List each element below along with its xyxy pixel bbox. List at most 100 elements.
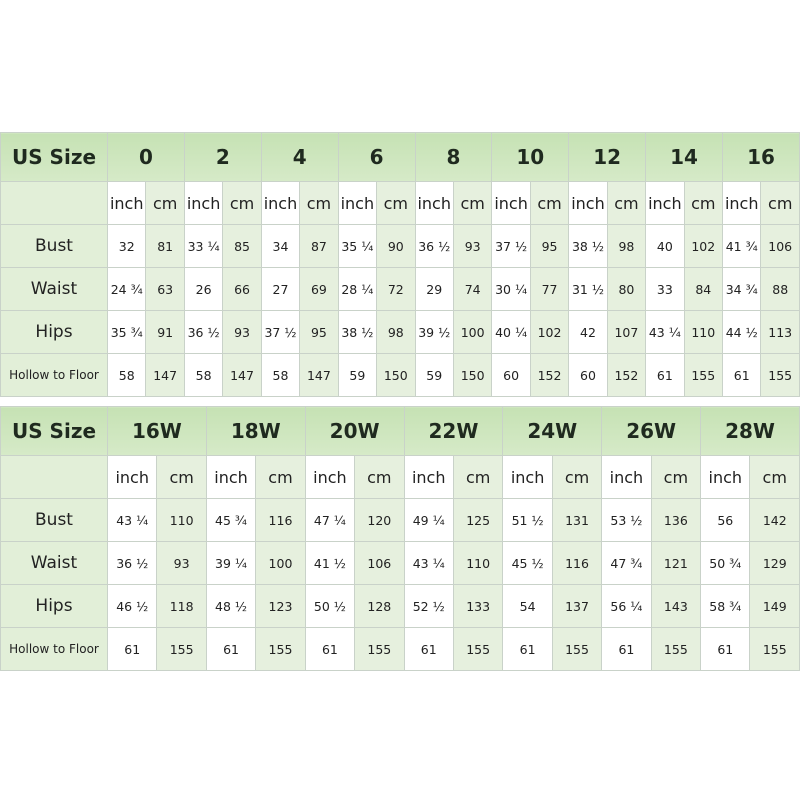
value-inch: 30 ¼ [491,267,531,311]
table-row-hollow: Hollow to Floor 61 155 61 155 61 155 61 155 61 155… [0,627,800,671]
value-cm: 100 [452,310,493,354]
value-cm: 128 [354,584,405,628]
value-inch: 37 ½ [260,310,301,354]
unit-row: inch cm inch cm inch cm inch cm inch cm inch cm inch… [0,455,800,499]
value-cm: 91 [145,310,185,354]
value-inch: 34 ¾ [721,267,762,311]
value-cm: 116 [255,498,306,542]
value-inch: 24 ¾ [106,267,147,311]
value-cm: 137 [551,584,603,628]
table-row-hollow: Hollow to Floor 58 147 58 147 58 147 59 150 59 150… [0,353,800,397]
value-cm: 102 [529,310,570,354]
unit-inch: inch [106,181,147,225]
unit-inch: inch [721,181,762,225]
value-cm: 95 [299,310,339,354]
size-header: 16W [107,406,207,456]
unit-inch: inch [403,455,454,499]
unit-inch: inch [568,181,608,225]
unit-row-label [0,181,108,225]
unit-inch: inch [260,181,301,225]
unit-inch: inch [491,181,531,225]
value-inch: 61 [502,627,553,671]
unit-cm: cm [156,455,207,499]
row-label-hollow: Hollow to Floor [0,627,108,671]
value-cm: 100 [255,541,306,585]
value-cm: 155 [156,627,207,671]
value-inch: 52 ½ [403,584,454,628]
value-cm: 84 [683,267,724,311]
value-cm: 63 [145,267,185,311]
table-row-bust: Bust 32 81 33 ¼ 85 34 87 35 ¼ 90 36 ½ 93 37 ½ 95 38 ½… [0,224,800,268]
value-inch: 32 [106,224,147,268]
value-inch: 28 ¼ [337,267,378,311]
unit-cm: cm [650,455,702,499]
value-inch: 43 ¼ [645,310,685,354]
value-cm: 88 [760,267,800,311]
unit-cm: cm [255,455,306,499]
unit-cm: cm [749,455,800,499]
value-cm: 147 [145,353,185,397]
size-header: 24W [502,406,603,456]
table-row-bust: Bust 43 ¼ 110 45 ¾ 116 47 ¼ 120 49 ¼ 125 51 ½ 131 5… [0,498,800,542]
table-row-waist: Waist 36 ½ 93 39 ¼ 100 41 ½ 106 43 ¼ 110 45 ½ 116 4… [0,541,800,585]
unit-cm: cm [452,181,493,225]
value-inch: 33 ¼ [183,224,224,268]
value-inch: 61 [403,627,454,671]
value-inch: 41 ½ [304,541,356,585]
size-header: 26W [601,406,702,456]
row-label-waist: Waist [0,541,108,585]
value-inch: 48 ½ [205,584,257,628]
value-cm: 152 [529,353,570,397]
row-label-hips: Hips [0,310,108,354]
size-header: 18W [205,406,306,456]
value-inch: 42 [568,310,608,354]
value-cm: 129 [749,541,800,585]
size-header-row: US Size 0 2 4 6 8 10 12 14 16 [0,132,800,182]
value-inch: 49 ¼ [403,498,454,542]
value-inch: 58 ¾ [700,584,751,628]
value-inch: 29 [414,267,454,311]
value-cm: 116 [551,541,603,585]
unit-cm: cm [376,181,416,225]
value-cm: 133 [452,584,504,628]
size-chart-plus: US Size 16W 18W 20W 22W 24W 26W 28W inch cm inch cm… [0,406,800,671]
size-header: 14 [645,132,723,182]
value-inch: 61 [205,627,257,671]
unit-row-label [0,455,108,499]
us-size-label: US Size [0,132,108,182]
value-cm: 143 [650,584,702,628]
value-cm: 155 [354,627,405,671]
value-cm: 118 [156,584,207,628]
value-inch: 47 ¼ [304,498,356,542]
value-cm: 147 [299,353,339,397]
value-cm: 106 [760,224,800,268]
value-inch: 50 ¾ [700,541,751,585]
value-cm: 155 [452,627,504,671]
value-cm: 150 [452,353,493,397]
value-inch: 50 ½ [304,584,356,628]
value-cm: 142 [749,498,800,542]
value-cm: 98 [606,224,647,268]
value-cm: 110 [683,310,724,354]
unit-inch: inch [502,455,553,499]
value-cm: 110 [156,498,207,542]
value-cm: 107 [606,310,647,354]
value-inch: 61 [645,353,685,397]
value-inch: 60 [568,353,608,397]
size-header: 28W [700,406,800,456]
value-inch: 56 [700,498,751,542]
value-cm: 110 [452,541,504,585]
size-chart-standard: US Size 0 2 4 6 8 10 12 14 16 inch cm inch cm inch cm in… [0,132,800,397]
value-inch: 44 ½ [721,310,762,354]
value-inch: 61 [304,627,356,671]
row-label-bust: Bust [0,498,108,542]
size-header: 20W [304,406,405,456]
row-label-bust: Bust [0,224,108,268]
value-cm: 66 [222,267,262,311]
value-cm: 90 [376,224,416,268]
size-header: 8 [414,132,493,182]
value-cm: 150 [376,353,416,397]
unit-inch: inch [106,455,158,499]
size-header-row: US Size 16W 18W 20W 22W 24W 26W 28W [0,406,800,456]
value-inch: 60 [491,353,531,397]
